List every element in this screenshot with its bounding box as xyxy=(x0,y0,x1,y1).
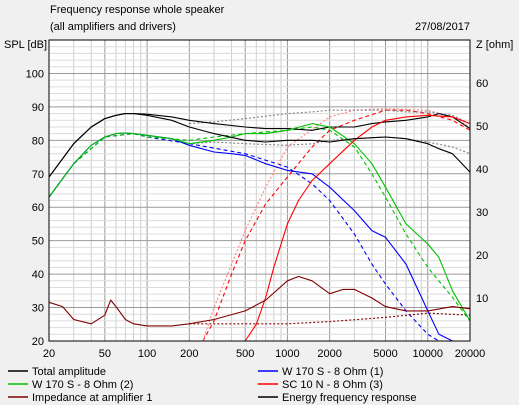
x-tick-label: 20 xyxy=(43,348,55,360)
x-tick-label: 2000 xyxy=(317,348,341,360)
y-left-tick-label: 50 xyxy=(32,236,44,248)
y-left-tick-label: 100 xyxy=(26,68,44,80)
series-line-9 xyxy=(202,109,471,342)
x-tick-label: 50 xyxy=(99,348,111,360)
y-left-tick-label: 60 xyxy=(32,202,44,214)
plot-frame xyxy=(48,39,471,342)
x-tick-label: 500 xyxy=(236,348,254,360)
legend-label: Energy frequency response xyxy=(282,392,417,404)
x-tick-label: 5000 xyxy=(373,348,397,360)
y-right-tick-label: 20 xyxy=(476,250,488,262)
y-left-tick-label: 90 xyxy=(32,102,44,114)
x-tick-label: 10000 xyxy=(412,348,443,360)
legend: Total amplitude W 170 S - 8 Ohm (1) W 170 … xyxy=(8,366,417,404)
legend-label: SC 10 N - 8 Ohm (3) xyxy=(282,379,383,391)
x-tick-label: 20000 xyxy=(455,348,486,360)
axis-ticks: 20 50 100 200 500 1000 2000 5000 10000 20000 20 30 4… xyxy=(26,68,489,360)
y-axis-left-label: SPL [dB] xyxy=(4,39,47,51)
chart-date: 27/08/2017 xyxy=(415,21,470,33)
series-line-12 xyxy=(189,136,471,155)
series-line-13 xyxy=(189,312,471,325)
y-left-tick-label: 20 xyxy=(32,336,44,348)
grid xyxy=(49,40,470,341)
series-line-5 xyxy=(48,275,471,327)
plot-area xyxy=(48,39,471,342)
y-axis-right-label: Z [ohm] xyxy=(476,39,513,51)
chart-title: Frequency response whole speaker xyxy=(50,4,225,16)
series-layer xyxy=(48,108,471,342)
y-left-tick-label: 80 xyxy=(32,135,44,147)
y-left-tick-label: 40 xyxy=(32,269,44,281)
x-tick-label: 200 xyxy=(180,348,198,360)
y-right-tick-label: 40 xyxy=(476,164,488,176)
series-line-11 xyxy=(189,109,471,125)
legend-label: W 170 S - 8 Ohm (2) xyxy=(32,379,133,391)
x-tick-label: 1000 xyxy=(275,348,299,360)
y-left-tick-label: 30 xyxy=(32,303,44,315)
x-tick-label: 100 xyxy=(138,348,156,360)
y-right-tick-label: 30 xyxy=(476,207,488,219)
y-right-tick-label: 50 xyxy=(476,121,488,133)
series-line-6 xyxy=(48,113,471,178)
y-right-tick-label: 60 xyxy=(476,78,488,90)
y-right-tick-label: 10 xyxy=(476,293,488,305)
legend-label: Total amplitude xyxy=(32,366,106,378)
chart-subtitle: (all amplifiers and drivers) xyxy=(50,21,176,33)
series-line-3 xyxy=(48,123,471,322)
legend-label: Impedance at amplifier 1 xyxy=(32,392,152,404)
series-line-4 xyxy=(244,114,471,342)
y-left-tick-label: 70 xyxy=(32,169,44,181)
legend-label: W 170 S - 8 Ohm (1) xyxy=(282,366,383,378)
series-line-8 xyxy=(48,126,471,322)
